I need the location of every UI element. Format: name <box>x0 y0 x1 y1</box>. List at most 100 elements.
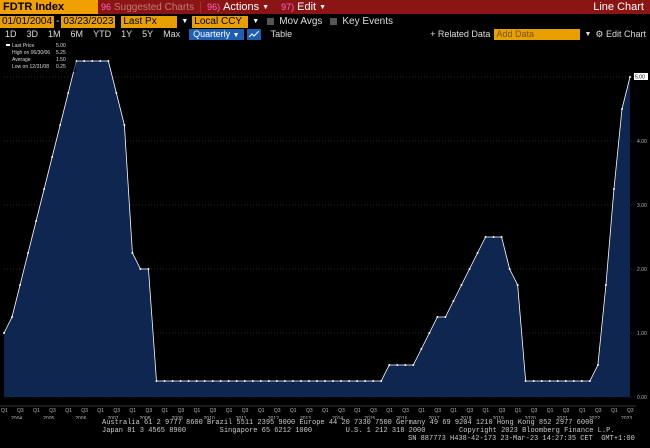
chevron-down-icon[interactable]: ▼ <box>252 18 260 25</box>
legend-background <box>4 42 76 72</box>
legend-last-price-label: Last Price <box>12 43 34 49</box>
x-quarter-label: Q3 <box>595 408 602 414</box>
data-point <box>452 300 455 302</box>
chevron-down-icon: ▼ <box>319 3 327 11</box>
x-quarter-label: Q1 <box>418 408 425 414</box>
data-point <box>604 284 607 286</box>
chart-area[interactable]: 0.00 1.00 2.00 3.00 4.00 5.00 Q1 Q3 Q1 Q3 Q1 Q3 Q1 Q… <box>0 40 650 448</box>
line-chart-icon[interactable] <box>246 28 261 40</box>
x-quarter-label: Q3 <box>113 408 120 414</box>
actions-label: Actions <box>223 1 260 13</box>
x-quarter-label: Q3 <box>434 408 441 414</box>
edit-num: 97) <box>281 2 295 12</box>
data-point <box>332 380 335 382</box>
data-point <box>59 124 62 126</box>
data-point <box>195 380 198 382</box>
data-point <box>91 60 94 62</box>
data-point <box>267 380 270 382</box>
chevron-down-icon[interactable]: ▼ <box>584 30 592 38</box>
data-point <box>588 380 591 382</box>
y-tick-label: 1.00 <box>637 331 647 337</box>
add-data-input[interactable]: Add Data <box>494 28 581 40</box>
data-point <box>139 268 142 270</box>
data-point <box>51 156 54 158</box>
ticker-field[interactable]: FDTR Index <box>0 0 98 14</box>
actions-num: 96) <box>207 2 221 12</box>
x-quarter-label: Q3 <box>563 408 570 414</box>
x-quarter-label: Q3 <box>81 408 88 414</box>
data-point <box>83 60 86 62</box>
period-6m[interactable]: 6M <box>70 29 84 39</box>
x-quarter-label: Q3 <box>210 408 217 414</box>
frequency-select[interactable]: Quarterly ▼ <box>189 28 244 40</box>
header-divider <box>200 1 202 13</box>
data-point <box>556 380 559 382</box>
data-point <box>171 380 174 382</box>
data-point <box>420 348 423 350</box>
data-point <box>307 380 310 382</box>
x-quarter-label: Q1 <box>547 408 554 414</box>
data-point <box>580 380 583 382</box>
x-quarter-label: Q3 <box>274 408 281 414</box>
data-point <box>99 60 102 62</box>
data-point <box>67 92 70 94</box>
period-1d[interactable]: 1D <box>5 29 17 39</box>
edit-chart-label: Edit Chart <box>605 28 646 39</box>
period-ytd[interactable]: YTD <box>93 29 112 39</box>
data-point <box>356 380 359 382</box>
data-point <box>548 380 551 382</box>
y-axis: 0.00 1.00 2.00 3.00 4.00 5.00 <box>637 75 647 401</box>
start-date-field[interactable]: 01/01/2004 <box>0 15 54 28</box>
x-quarter-label: Q1 <box>611 408 618 414</box>
mov-avgs-checkbox[interactable] <box>267 18 275 25</box>
x-quarter-label: Q3 <box>338 408 345 414</box>
x-quarter-label: Q1 <box>226 408 233 414</box>
end-date-field[interactable]: 03/23/2023 <box>61 15 116 28</box>
edit-menu[interactable]: 97) Edit ▼ <box>275 1 332 13</box>
key-events-checkbox[interactable] <box>330 18 338 25</box>
data-point <box>299 380 302 382</box>
suggested-charts-num: 96 <box>101 2 112 12</box>
mov-avgs-label[interactable]: Mov Avgs <box>279 16 323 27</box>
data-point <box>275 380 278 382</box>
period-1m[interactable]: 1M <box>48 29 61 39</box>
data-point <box>259 380 262 382</box>
x-quarter-label: Q3 <box>402 408 409 414</box>
chevron-down-icon[interactable]: ▼ <box>181 18 189 25</box>
actions-menu[interactable]: 96) Actions ▼ <box>201 1 275 13</box>
y-tick-label: 0.00 <box>637 395 647 401</box>
data-point <box>219 380 222 382</box>
data-point <box>516 284 519 286</box>
period-5y[interactable]: 5Y <box>142 29 154 39</box>
field-select[interactable]: Last Px <box>121 15 178 28</box>
legend-average-label: Average <box>12 57 31 63</box>
data-point <box>324 380 327 382</box>
key-events-label[interactable]: Key Events <box>342 16 393 27</box>
last-value-badge-bg <box>634 73 648 80</box>
x-quarter-label: Q1 <box>258 408 265 414</box>
x-quarter-label: Q1 <box>450 408 457 414</box>
data-point <box>412 364 415 366</box>
data-point <box>3 332 5 334</box>
suggested-charts-button[interactable]: 96 Suggested Charts <box>98 2 200 13</box>
data-point <box>396 364 399 366</box>
period-max[interactable]: Max <box>163 29 181 39</box>
related-data-button[interactable]: + Related Data <box>430 29 491 39</box>
table-button[interactable]: Table <box>270 29 293 39</box>
x-quarter-label: Q3 <box>306 408 313 414</box>
x-quarter-label: Q3 <box>370 408 377 414</box>
y-tick-label: 3.00 <box>637 203 647 209</box>
data-point <box>131 252 134 254</box>
x-quarter-label: Q1 <box>194 408 201 414</box>
series-points <box>3 60 631 382</box>
edit-label: Edit <box>297 1 317 13</box>
data-point <box>187 380 190 382</box>
data-point <box>348 380 351 382</box>
period-3d[interactable]: 3D <box>26 29 39 39</box>
chevron-down-icon: ▼ <box>262 3 270 11</box>
edit-chart-button[interactable]: ⚙ Edit Chart <box>595 29 646 40</box>
data-point <box>620 108 623 110</box>
data-point <box>291 380 294 382</box>
period-1y[interactable]: 1Y <box>121 29 133 39</box>
currency-select[interactable]: Local CCY <box>192 15 249 28</box>
